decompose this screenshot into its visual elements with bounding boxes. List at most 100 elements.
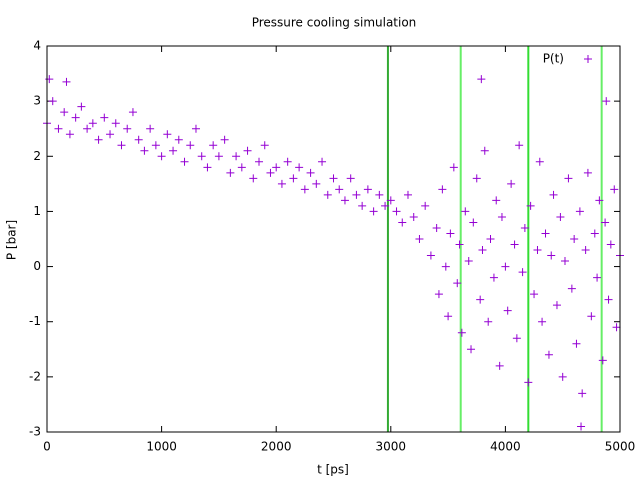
point xyxy=(604,295,613,304)
point xyxy=(549,190,558,199)
point xyxy=(237,163,246,172)
point xyxy=(295,163,304,172)
point xyxy=(547,251,556,260)
point xyxy=(369,207,378,216)
point xyxy=(77,102,86,111)
point xyxy=(197,152,206,161)
point xyxy=(570,235,579,243)
point xyxy=(530,290,539,299)
y-axis-label: P [bar] xyxy=(5,220,19,260)
point xyxy=(612,323,621,332)
point xyxy=(318,157,327,166)
point xyxy=(266,168,275,177)
point xyxy=(65,130,74,139)
point xyxy=(590,229,599,238)
y-tick-label: 0 xyxy=(33,259,41,273)
point xyxy=(226,168,235,177)
y-tick-label: -2 xyxy=(29,369,41,383)
point xyxy=(524,378,533,387)
point xyxy=(346,174,355,183)
point xyxy=(409,212,418,221)
point xyxy=(358,201,367,210)
point xyxy=(449,163,458,172)
point xyxy=(572,339,581,348)
x-tick-label: 1000 xyxy=(146,440,177,454)
point xyxy=(123,124,132,133)
point xyxy=(595,196,604,205)
point xyxy=(157,152,166,161)
point xyxy=(289,174,298,183)
point xyxy=(469,218,478,227)
point xyxy=(575,207,584,216)
point xyxy=(598,356,607,365)
point xyxy=(306,168,315,177)
point xyxy=(441,262,450,271)
point xyxy=(515,141,524,150)
point xyxy=(45,75,54,84)
point xyxy=(283,157,292,166)
y-tick-label: 4 xyxy=(33,39,41,53)
point xyxy=(492,196,501,205)
point xyxy=(191,124,200,133)
point xyxy=(520,223,529,232)
point xyxy=(100,113,109,122)
point xyxy=(60,108,69,117)
point xyxy=(71,113,80,122)
point xyxy=(480,146,489,155)
point xyxy=(180,157,189,166)
point xyxy=(249,174,258,183)
point xyxy=(277,179,286,188)
point xyxy=(501,262,510,271)
point xyxy=(335,185,344,194)
point xyxy=(151,141,160,150)
point xyxy=(243,146,252,155)
point xyxy=(432,223,441,232)
point xyxy=(214,152,223,161)
x-tick-label: 4000 xyxy=(490,440,521,454)
point xyxy=(54,124,63,133)
point xyxy=(467,345,476,354)
point xyxy=(329,174,338,183)
x-tick-label: 0 xyxy=(43,440,51,454)
point xyxy=(83,124,92,133)
point xyxy=(593,273,602,282)
point xyxy=(363,185,372,194)
point xyxy=(300,185,309,194)
point xyxy=(567,284,576,293)
legend-label: P(t) xyxy=(543,52,564,66)
point xyxy=(62,77,71,86)
point xyxy=(174,135,183,144)
point xyxy=(484,317,493,326)
point xyxy=(140,146,149,155)
point xyxy=(352,190,361,199)
point xyxy=(552,301,561,310)
point xyxy=(446,229,455,238)
point xyxy=(478,246,487,255)
point xyxy=(169,146,178,155)
point xyxy=(421,201,430,210)
y-tick-label: 3 xyxy=(33,94,41,108)
x-axis-label: t [ps] xyxy=(317,463,349,477)
x-tick-label: 5000 xyxy=(605,440,636,454)
point xyxy=(495,361,504,370)
point xyxy=(556,212,565,221)
point xyxy=(581,246,590,255)
y-tick-label: 2 xyxy=(33,149,41,163)
x-tick-label: 2000 xyxy=(261,440,292,454)
point xyxy=(48,97,57,106)
point xyxy=(106,130,115,139)
point xyxy=(444,312,453,321)
point xyxy=(486,235,495,243)
point xyxy=(415,235,424,243)
x-tick-label: 3000 xyxy=(376,440,407,454)
point xyxy=(426,251,435,260)
point xyxy=(461,207,470,216)
point xyxy=(381,201,390,210)
point xyxy=(117,141,126,150)
point xyxy=(558,372,567,381)
point xyxy=(260,141,269,150)
point xyxy=(564,174,573,183)
plot-border xyxy=(46,45,621,433)
